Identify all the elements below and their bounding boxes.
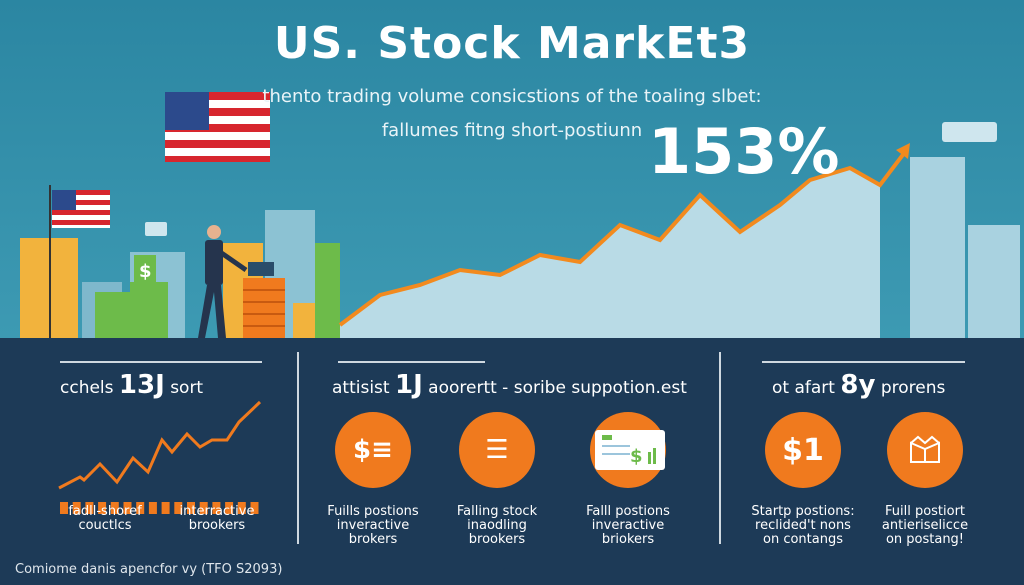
money-bag-document-icon: $	[590, 412, 666, 488]
panel-2-heading: attisist 1J aoorertt - soribe suppotion.…	[332, 370, 687, 400]
panel-1-heading: cchels 13J sort	[60, 370, 204, 400]
speech-bubble-icon	[942, 122, 997, 142]
bar-segment	[212, 502, 221, 514]
dollar-sign-icon	[134, 255, 156, 283]
bar-segment	[237, 502, 246, 514]
box-icon	[887, 412, 963, 488]
building	[968, 225, 1020, 338]
divider	[338, 361, 485, 363]
panel-1-label: interractive brookers	[179, 504, 255, 533]
businessman-figure	[198, 225, 248, 338]
bar-segment	[123, 502, 132, 514]
speech-bubble-icon	[145, 222, 167, 236]
bar-segment	[161, 502, 170, 514]
bar-segment	[225, 502, 234, 514]
menu-lines-icon: ☰	[459, 412, 535, 488]
building	[293, 303, 315, 338]
svg-text:$: $	[630, 446, 643, 467]
hero-illustration: $	[20, 92, 1020, 338]
highlight-stat: 153%	[648, 115, 840, 188]
bar-segment	[199, 502, 208, 514]
bar-strip	[60, 502, 259, 514]
us-flag-icon	[165, 92, 270, 162]
panel-2-label: Falll postions inveractive briokers	[586, 504, 670, 547]
bar-segment	[136, 502, 145, 514]
building	[95, 282, 168, 338]
panel-3-label: Startp postions: reclided't nons on cont…	[751, 504, 855, 547]
divider	[60, 361, 262, 363]
podium-stack	[243, 262, 285, 338]
panel-2-label: Fuills postions inveractive brokers	[327, 504, 419, 547]
building	[315, 243, 340, 338]
bar-segment	[85, 502, 94, 514]
subtitle-line-2: fallumes fitng short-postiunn	[381, 120, 643, 141]
panel-3-label: Fuill postiort antieriselicce on postang…	[881, 504, 969, 547]
bar-segment	[187, 502, 195, 514]
subtitle: thento trading volume consicstions of th…	[262, 86, 762, 107]
dollar-list-icon: $≡	[335, 412, 411, 488]
dollar-icon: $1	[765, 412, 841, 488]
divider	[762, 361, 965, 363]
building	[910, 157, 965, 338]
bar-segment	[72, 502, 81, 514]
mini-trend-line	[58, 400, 262, 490]
bar-segment	[60, 502, 68, 514]
panel-1-label: fadll-shoref couctlcs	[68, 504, 142, 533]
volume-area	[340, 168, 880, 338]
divider	[297, 352, 299, 544]
bar-segment	[110, 502, 119, 514]
bar-segment	[250, 502, 259, 514]
arrow-up-icon	[896, 143, 910, 159]
divider	[719, 352, 721, 544]
trend-line	[338, 150, 907, 327]
svg-text:$: $	[139, 261, 152, 282]
footer-note: Comiome danis apencfor vy (TFO S2093)	[15, 562, 283, 577]
panel-1-mini-chart	[58, 400, 262, 514]
panel-3-heading: ot afart 8y prorens	[772, 370, 946, 400]
small-flag-icon	[49, 185, 110, 338]
bar-segment	[174, 502, 183, 514]
page-title: US. Stock MarkEt3	[273, 18, 751, 69]
bar-segment	[98, 502, 107, 514]
bar-segment	[148, 502, 157, 514]
panel-2-label: Falling stock inaodling brookers	[456, 504, 538, 547]
